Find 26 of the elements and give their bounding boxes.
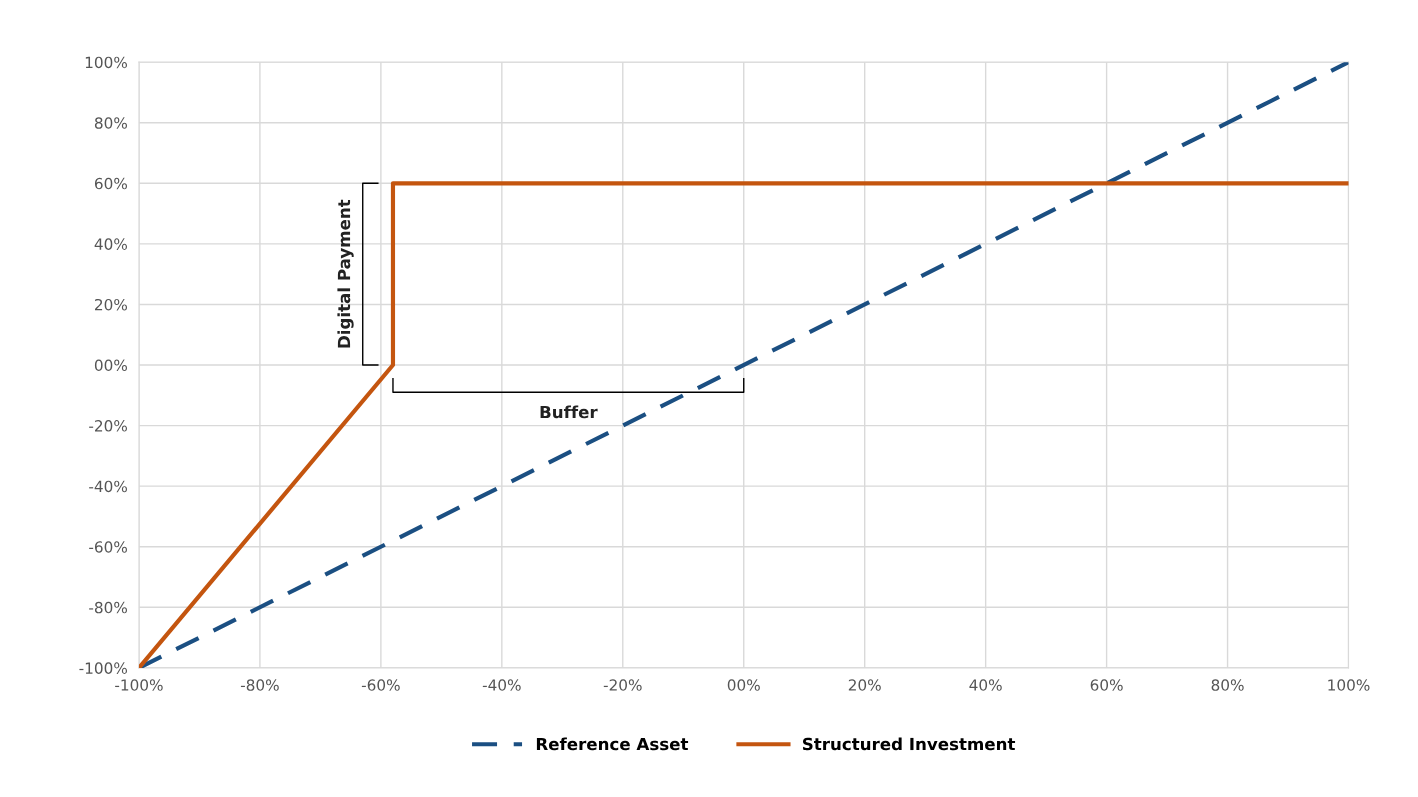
x-tick-label: -20% xyxy=(603,679,642,691)
y-tick-label: 60% xyxy=(94,177,128,190)
y-tick-label: 00% xyxy=(94,359,128,372)
y-tick-label: 100% xyxy=(85,56,128,69)
x-tick-label: 00% xyxy=(727,679,760,691)
y-tick-label: -80% xyxy=(89,601,128,614)
x-tick-label: 40% xyxy=(969,679,1002,691)
y-tick-label: -40% xyxy=(89,480,128,493)
y-tick-label: 20% xyxy=(95,298,128,311)
y-tick-label: -20% xyxy=(89,420,128,432)
x-tick-label: 60% xyxy=(1090,679,1123,691)
y-tick-label: 40% xyxy=(94,238,128,250)
y-tick-label: 80% xyxy=(94,117,128,129)
x-tick-label: -100% xyxy=(115,679,163,691)
annotation: Buffer xyxy=(540,405,598,419)
x-tick-label: 20% xyxy=(848,679,881,691)
x-tick-label: -60% xyxy=(361,679,400,691)
x-tick-label: -40% xyxy=(482,679,521,691)
annotation: Digital Payment xyxy=(337,199,354,348)
x-tick-label: 80% xyxy=(1211,679,1244,691)
legend-label: Structured Investment xyxy=(802,737,1016,751)
x-tick-label: 100% xyxy=(1328,679,1370,691)
x-tick-label: -80% xyxy=(240,679,279,691)
y-tick-label: -60% xyxy=(89,541,128,553)
legend-label: Reference Asset xyxy=(536,737,689,751)
y-tick-label: -100% xyxy=(79,662,128,674)
